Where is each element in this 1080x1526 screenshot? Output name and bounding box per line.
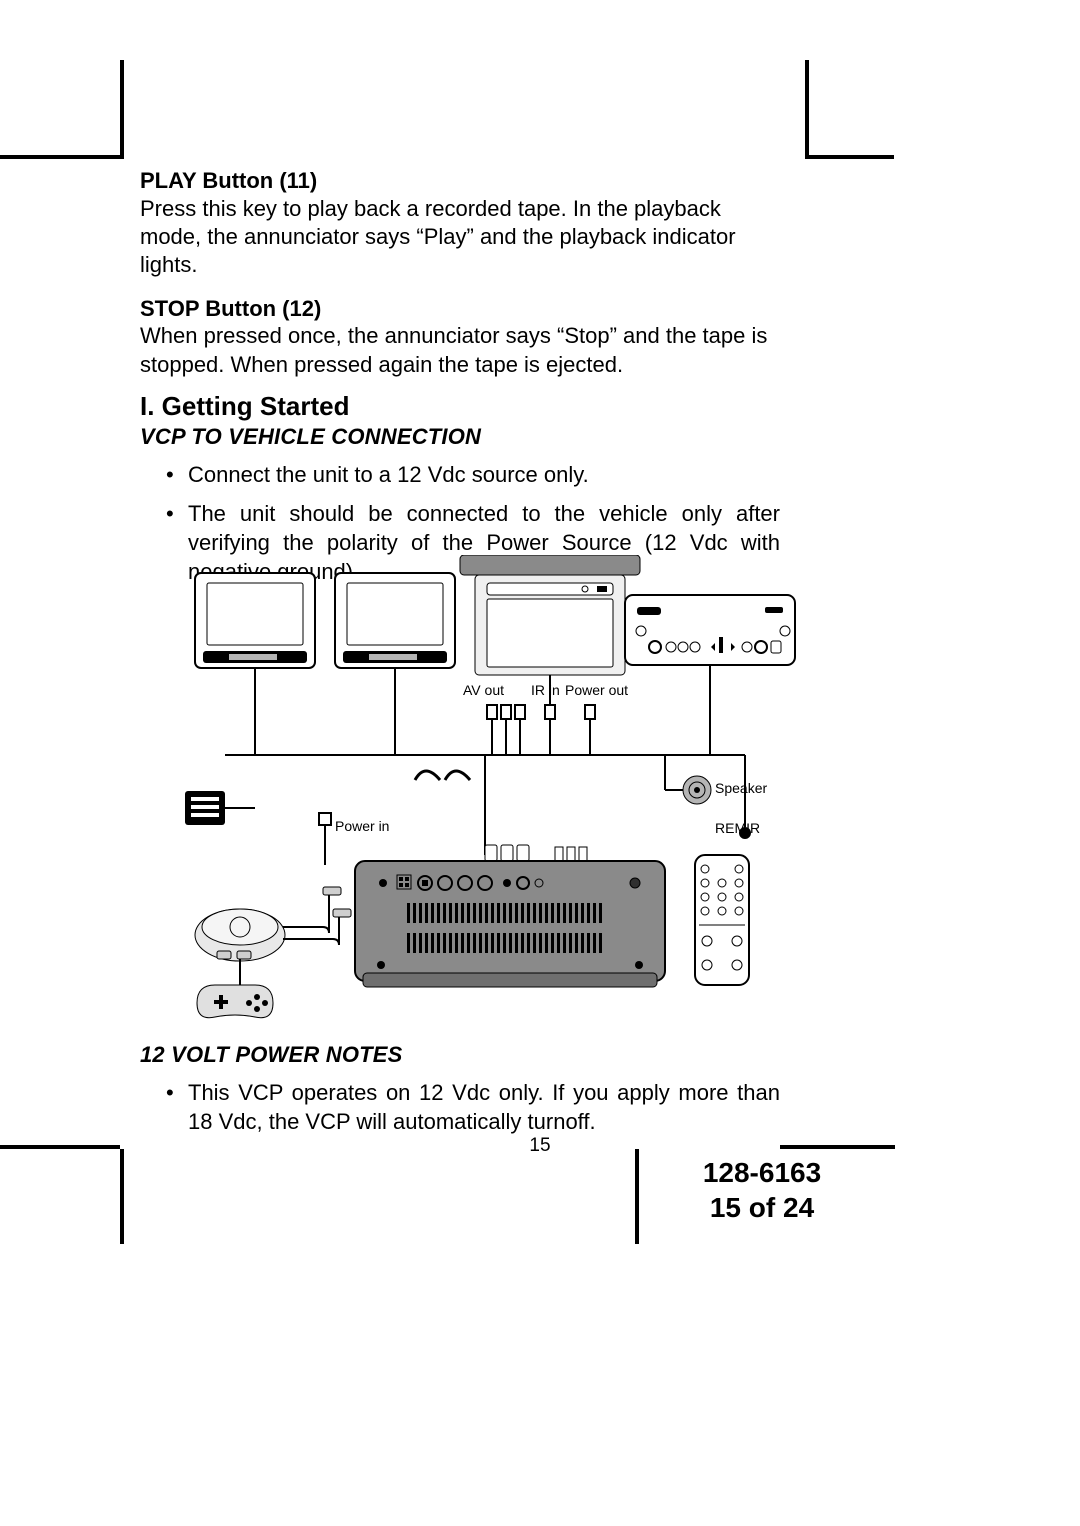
fm-modulator-panel <box>625 595 795 665</box>
vcp-connection-heading: VCP TO VEHICLE CONNECTION <box>140 424 780 450</box>
headrest-monitor-right <box>335 573 455 668</box>
diagram-label-ir-in: IR in <box>531 682 560 698</box>
crop-mark <box>805 60 809 159</box>
wiring-diagram: AV out IR in Power out Power in Speaker … <box>185 555 805 1025</box>
speaker-icon <box>683 776 711 804</box>
power-notes-heading: 12 VOLT POWER NOTES <box>140 1042 780 1068</box>
list-item: Connect the unit to a 12 Vdc source only… <box>188 460 780 489</box>
game-console <box>195 887 351 961</box>
page-number-inner: 15 <box>0 1135 1080 1157</box>
crop-mark <box>0 155 120 159</box>
crop-mark <box>120 60 124 159</box>
diagram-label-remir: REMIR <box>715 820 760 836</box>
stop-button-heading: STOP Button (12) <box>140 295 780 323</box>
diagram-label-av-out: AV out <box>463 682 504 698</box>
diagram-label-power-out: Power out <box>565 682 628 698</box>
diagram-label-power-in: Power in <box>335 818 389 834</box>
crop-mark <box>809 155 894 159</box>
remote-control <box>695 855 749 985</box>
play-button-heading: PLAY Button (11) <box>140 167 780 195</box>
power-notes-bullets: This VCP operates on 12 Vdc only. If you… <box>140 1078 780 1136</box>
page-of: 15 of 24 <box>652 1190 872 1225</box>
amplifier-icon <box>185 791 225 825</box>
overhead-flipdown <box>460 555 640 675</box>
play-button-body: Press this key to play back a recorded t… <box>140 195 780 279</box>
getting-started-title: I. Getting Started <box>140 391 780 422</box>
stop-button-body: When pressed once, the annunciator says … <box>140 322 780 378</box>
vcp-main-unit <box>355 845 665 987</box>
game-controller <box>197 959 273 1018</box>
list-item: This VCP operates on 12 Vdc only. If you… <box>188 1078 780 1136</box>
doc-id: 128-6163 <box>652 1155 872 1190</box>
crop-mark <box>635 1149 639 1244</box>
headrest-monitor-left <box>195 573 315 668</box>
diagram-label-speaker: Speaker <box>715 780 767 796</box>
crop-mark <box>120 1149 124 1244</box>
